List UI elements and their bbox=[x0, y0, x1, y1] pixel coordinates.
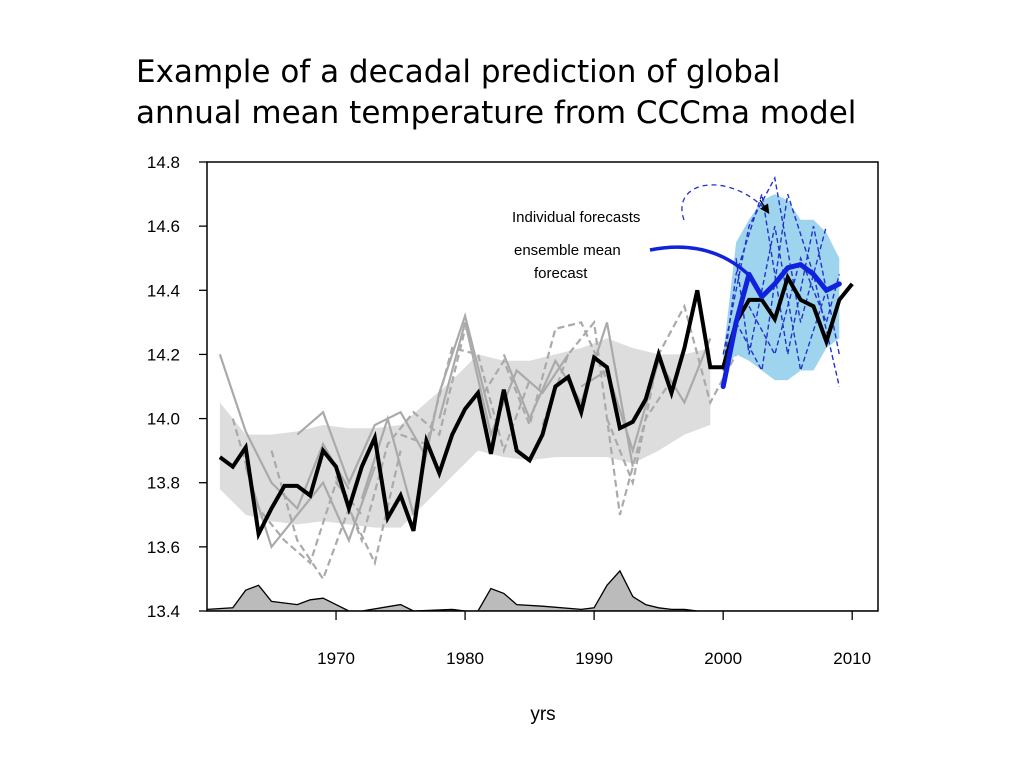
volcanic-area bbox=[207, 569, 878, 611]
forecast-member-line bbox=[722, 193, 840, 371]
ensemble-mean-pointer bbox=[649, 245, 754, 280]
hindcast-member-line bbox=[605, 303, 738, 487]
y-tick-label: 14.8 bbox=[147, 153, 180, 172]
slide-title-line-2: annual mean temperature from CCCma model bbox=[136, 95, 857, 131]
observed-temperature-line bbox=[218, 272, 854, 541]
x-tick-label: 1980 bbox=[446, 649, 484, 668]
forecast-member-line bbox=[735, 225, 828, 371]
hindcast-member-line bbox=[580, 337, 712, 455]
ensemble-mean-forecast-line bbox=[720, 262, 842, 389]
volcanic-aerosol-layer bbox=[207, 569, 878, 611]
forecast-members-layer bbox=[722, 175, 840, 387]
individual-forecasts-arrow-icon bbox=[759, 199, 770, 214]
hindcast-member-line bbox=[334, 328, 467, 544]
annotation-ensemble-mean-line-2: forecast bbox=[534, 265, 588, 282]
slide-title-line-1: Example of a decadal prediction of globa… bbox=[136, 54, 781, 90]
hindcast-member-line bbox=[270, 450, 402, 582]
y-tick-label: 14.4 bbox=[147, 281, 180, 300]
y-tick-label: 13.8 bbox=[147, 474, 180, 493]
forecast-member-line bbox=[722, 175, 828, 355]
hindcast-member-line bbox=[244, 466, 376, 550]
x-tick-label: 2000 bbox=[704, 649, 742, 668]
y-tick-label: 13.4 bbox=[147, 602, 180, 621]
y-tick-label: 14.0 bbox=[147, 410, 180, 429]
x-axis-title: yrs bbox=[530, 704, 555, 725]
observed-layer bbox=[218, 272, 854, 541]
y-tick-label: 13.6 bbox=[147, 538, 180, 557]
hindcast-member-line bbox=[400, 346, 531, 455]
forecast-mean-layer bbox=[720, 262, 842, 389]
hindcast-member-line bbox=[438, 322, 570, 439]
annotation-individual-forecasts: Individual forecasts bbox=[512, 209, 640, 226]
annotation-ensemble-mean-line-1: ensemble mean bbox=[514, 242, 621, 259]
hindcast-member-line bbox=[296, 410, 428, 486]
x-axis: 1970 1980 1990 2000 2010 bbox=[317, 611, 871, 668]
individual-forecasts-pointer bbox=[681, 184, 769, 221]
y-axis: 13.4 13.6 13.8 14.0 14.2 14.4 14.6 14.8 bbox=[147, 153, 207, 621]
hindcast-member-line bbox=[541, 319, 673, 516]
x-tick-label: 2010 bbox=[833, 649, 871, 668]
y-tick-label: 14.6 bbox=[147, 217, 180, 236]
forecast-member-line bbox=[748, 255, 840, 357]
y-tick-label: 14.2 bbox=[147, 345, 180, 364]
x-tick-label: 1990 bbox=[575, 649, 613, 668]
slide-title: Example of a decadal prediction of globa… bbox=[136, 52, 996, 134]
x-tick-label: 1970 bbox=[317, 649, 355, 668]
plot-frame bbox=[206, 161, 879, 612]
